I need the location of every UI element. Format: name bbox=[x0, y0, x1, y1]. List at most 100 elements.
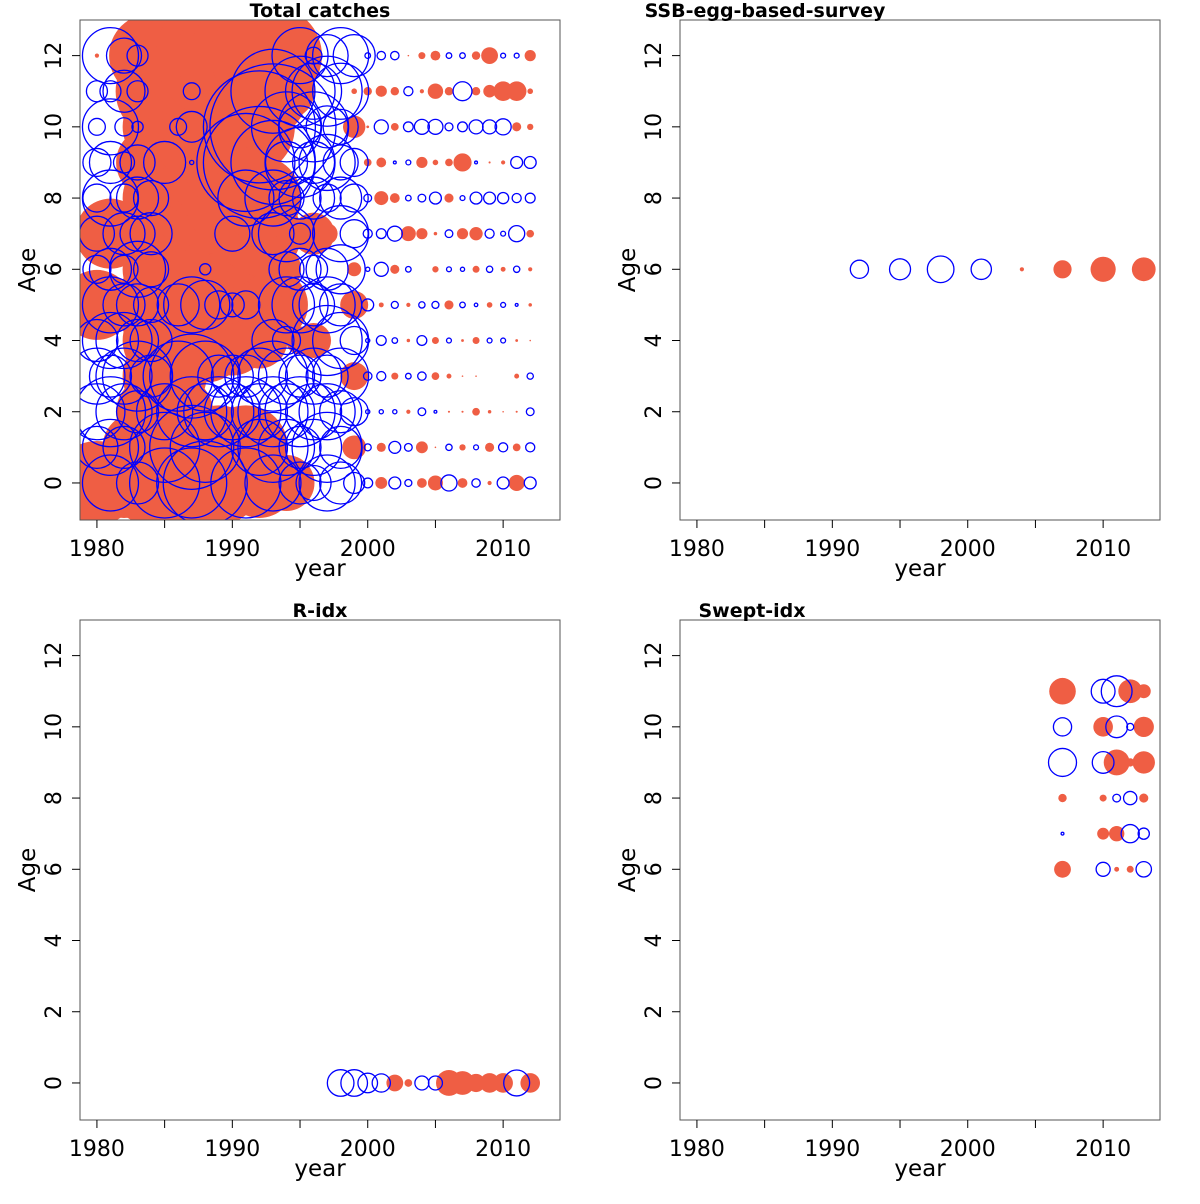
bubble-negative bbox=[444, 122, 454, 132]
x-tick-label: 1990 bbox=[204, 537, 260, 562]
bubble-negative bbox=[362, 371, 373, 381]
bubble-negative bbox=[526, 372, 535, 380]
plot-frame bbox=[679, 619, 1161, 1121]
bubble-positive bbox=[479, 1073, 500, 1093]
bubble-negative bbox=[231, 290, 261, 320]
y-tick-label: 12 bbox=[642, 42, 667, 70]
y-tick-label: 2 bbox=[42, 1005, 67, 1019]
bubble-negative bbox=[1047, 747, 1078, 778]
bubble-negative bbox=[373, 261, 389, 277]
bubble-negative bbox=[219, 292, 245, 318]
bubble-negative bbox=[204, 290, 234, 320]
bubble-negative bbox=[459, 301, 466, 309]
bubble-positive bbox=[432, 159, 439, 166]
bubble-negative bbox=[427, 1075, 444, 1091]
bubble-positive bbox=[501, 160, 506, 165]
bubble-positive bbox=[251, 20, 322, 91]
bubble-negative bbox=[511, 192, 522, 204]
bubble-negative bbox=[440, 474, 458, 492]
bubble-positive bbox=[515, 410, 518, 413]
bubble-positive bbox=[1103, 749, 1130, 776]
bubble-negative bbox=[298, 383, 356, 441]
bubble-negative bbox=[1126, 722, 1135, 731]
y-tick-label: 0 bbox=[42, 1076, 67, 1090]
bubble-positive bbox=[434, 446, 437, 449]
bubble-positive bbox=[506, 81, 527, 102]
bubble-negative bbox=[364, 266, 371, 273]
bubble-negative bbox=[392, 408, 398, 415]
bubble-negative bbox=[1100, 675, 1133, 708]
bubble-positive bbox=[483, 84, 496, 98]
bubble-negative bbox=[339, 147, 369, 178]
bubble-negative bbox=[500, 337, 507, 344]
bubble-negative bbox=[271, 26, 329, 85]
bubble-negative bbox=[376, 50, 387, 61]
bubble-positive bbox=[1093, 717, 1113, 737]
bubble-negative bbox=[375, 334, 387, 347]
bubble-negative bbox=[129, 318, 173, 363]
bubble-negative bbox=[373, 119, 389, 135]
bubbles bbox=[326, 1069, 541, 1097]
bubble-negative bbox=[156, 447, 228, 519]
bubble-negative bbox=[119, 215, 156, 252]
bubble-positive bbox=[485, 442, 495, 452]
bubble-positive bbox=[528, 303, 532, 307]
bubble-positive bbox=[461, 410, 464, 413]
bubble-negative bbox=[503, 1069, 531, 1097]
bubble-positive bbox=[390, 87, 400, 96]
bubble-negative bbox=[129, 354, 173, 398]
bubble-positive bbox=[1132, 751, 1155, 774]
bubble-positive bbox=[1108, 825, 1125, 842]
bubble-negative bbox=[494, 118, 512, 136]
bubble-negative bbox=[278, 354, 322, 398]
bubble-positive bbox=[456, 228, 469, 240]
bubble-negative bbox=[210, 447, 282, 519]
bubble-negative bbox=[132, 251, 170, 288]
panel-1: 1980 1990 2000 2010 0 2 4 6 8 10 12 Total catches ye… bbox=[15, 0, 561, 582]
bubble-negative bbox=[392, 160, 397, 165]
bubble-negative bbox=[264, 55, 336, 127]
bubble-negative bbox=[305, 33, 349, 78]
y-tick-label: 4 bbox=[42, 934, 67, 948]
bubble-positive bbox=[376, 442, 386, 452]
bubble-negative bbox=[188, 159, 195, 166]
bubble-negative bbox=[403, 442, 413, 452]
bubble-negative bbox=[183, 376, 255, 448]
bubble-negative bbox=[95, 347, 153, 405]
bubble-negative bbox=[80, 376, 147, 448]
bubble-positive bbox=[445, 158, 453, 167]
bubble-positive bbox=[1139, 793, 1149, 803]
bubble-negative bbox=[474, 160, 479, 165]
bubble-negative bbox=[363, 443, 372, 452]
x-tick-label: 1980 bbox=[669, 1137, 725, 1162]
panel-title: Total catches bbox=[250, 0, 391, 22]
bubble-negative bbox=[115, 461, 160, 505]
bubble-negative bbox=[291, 55, 363, 127]
x-tick-label: 2010 bbox=[1075, 537, 1131, 562]
bubble-negative bbox=[318, 425, 363, 470]
x-tick-label: 1980 bbox=[69, 1137, 125, 1162]
bubble-positive bbox=[487, 409, 492, 414]
bubble-negative bbox=[361, 298, 375, 312]
panel-3: 1980 1990 2000 2010 0 2 4 6 8 10 12 R-idx year Age bbox=[15, 600, 561, 1182]
bubble-negative bbox=[523, 155, 537, 170]
bubble-negative bbox=[339, 219, 369, 249]
bubble-positive bbox=[406, 338, 411, 343]
bubble-positive bbox=[427, 475, 443, 491]
bubble-negative bbox=[278, 461, 322, 505]
bubble-positive bbox=[444, 87, 454, 96]
bubble-negative bbox=[109, 183, 139, 213]
bubble-negative bbox=[512, 265, 521, 274]
bubble-negative bbox=[80, 215, 116, 252]
bubble-negative bbox=[514, 302, 519, 307]
bubble-positive bbox=[419, 89, 424, 94]
bubble-positive bbox=[1131, 257, 1156, 282]
bubble-positive bbox=[514, 373, 520, 379]
x-tick-label: 2000 bbox=[340, 537, 396, 562]
bubble-negative bbox=[468, 119, 484, 135]
bubble-negative bbox=[298, 276, 356, 334]
bubble-negative bbox=[257, 276, 316, 334]
y-tick-label: 4 bbox=[642, 934, 667, 948]
bubble-negative bbox=[88, 247, 133, 291]
x-axis-label: year bbox=[894, 1156, 946, 1182]
